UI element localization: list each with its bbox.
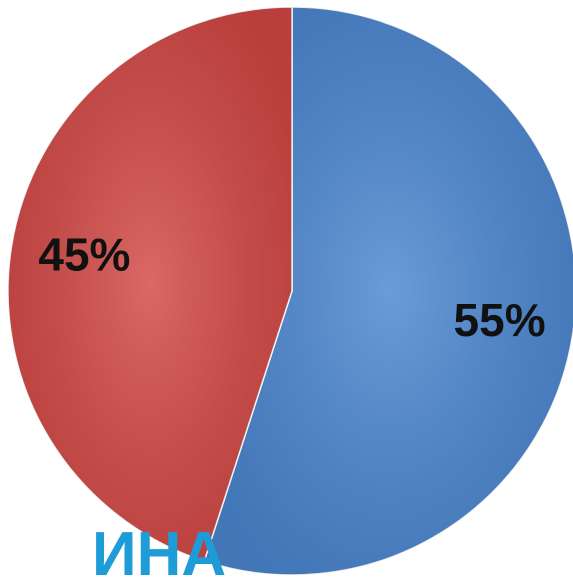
value-label: 55% xyxy=(454,294,546,346)
slice-shade xyxy=(8,7,292,562)
caption: ИНА xyxy=(92,520,226,577)
slice-shade xyxy=(204,7,573,575)
value-label: 45% xyxy=(38,228,130,280)
